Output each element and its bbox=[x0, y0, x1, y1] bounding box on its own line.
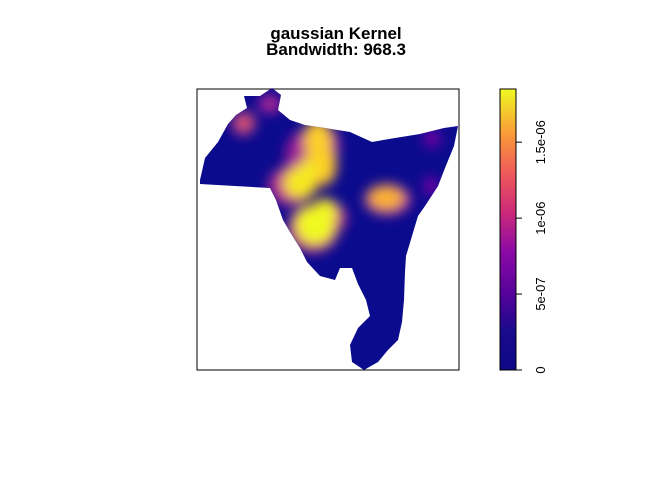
hotspot-core bbox=[426, 132, 438, 144]
colorbar bbox=[499, 88, 517, 371]
density-region bbox=[200, 88, 458, 370]
hotspot-core bbox=[235, 114, 253, 132]
colorbar-tick-label: 1e-06 bbox=[533, 201, 548, 234]
colorbar-tick-label: 5e-07 bbox=[533, 277, 548, 310]
hotspot-core bbox=[312, 147, 334, 183]
colorbar-ticks: 0 5e-07 1e-06 1.5e-06 bbox=[516, 120, 548, 374]
hotspot-core bbox=[300, 160, 318, 180]
chart-title: gaussian Kernel bbox=[270, 24, 402, 43]
hotspot-core bbox=[426, 179, 436, 193]
plot-frame bbox=[196, 88, 460, 371]
chart-subtitle: Bandwidth: 968.3 bbox=[266, 40, 406, 59]
colorbar-tick-label: 1.5e-06 bbox=[533, 120, 548, 164]
hotspot-core bbox=[369, 187, 403, 209]
hotspot-layer bbox=[231, 94, 441, 253]
hotspot-core bbox=[261, 97, 279, 111]
hotspot-core bbox=[315, 201, 335, 225]
colorbar-tick-label: 0 bbox=[533, 366, 548, 373]
